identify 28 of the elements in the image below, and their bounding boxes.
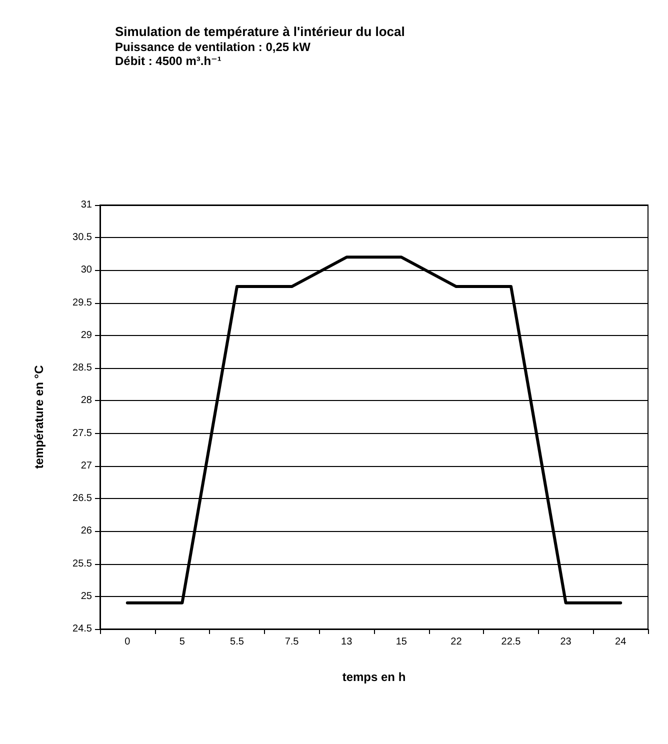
x-tick-label: 24 bbox=[615, 636, 627, 648]
y-tick-label: 28.5 bbox=[72, 362, 92, 374]
y-tick-label: 25 bbox=[80, 590, 92, 602]
x-tick-label: 5 bbox=[179, 636, 186, 648]
y-tick-label: 26.5 bbox=[72, 493, 92, 504]
x-tick-label: 0 bbox=[124, 636, 131, 648]
y-tick-label: 24.5 bbox=[72, 624, 92, 634]
x-tick-label: 15 bbox=[396, 636, 408, 648]
x-tick-label: 22 bbox=[450, 636, 462, 648]
x-tick-label: 23 bbox=[560, 636, 572, 648]
x-tick-label: 7.5 bbox=[284, 636, 300, 648]
y-tick-label: 28 bbox=[80, 395, 92, 406]
chart-title: Simulation de température à l'intérieur du local bbox=[115, 24, 405, 39]
chart-subtitle: Puissance de ventilation : 0,25 kW Débit : 4500 m³.h⁻¹ bbox=[115, 40, 312, 68]
y-tick-label: 31 bbox=[80, 200, 92, 210]
y-tick-label: 27.5 bbox=[72, 428, 92, 439]
x-tick-label: 5.5 bbox=[230, 636, 244, 648]
y-tick-label: 29.5 bbox=[72, 297, 92, 308]
x-tick-label: 22.5 bbox=[501, 636, 522, 648]
y-tick-label: 25.5 bbox=[72, 558, 92, 570]
y-tick-label: 26 bbox=[80, 526, 92, 537]
y-tick-label: 29 bbox=[80, 330, 92, 341]
y-tick-label: 30 bbox=[80, 264, 92, 276]
x-axis-title: temps en h bbox=[342, 670, 406, 684]
y-tick-label: 27 bbox=[80, 460, 92, 472]
x-tick-label: 13 bbox=[341, 636, 353, 648]
y-tick-label: 30.5 bbox=[72, 232, 92, 244]
y-axis-title: température en °C bbox=[32, 364, 46, 469]
